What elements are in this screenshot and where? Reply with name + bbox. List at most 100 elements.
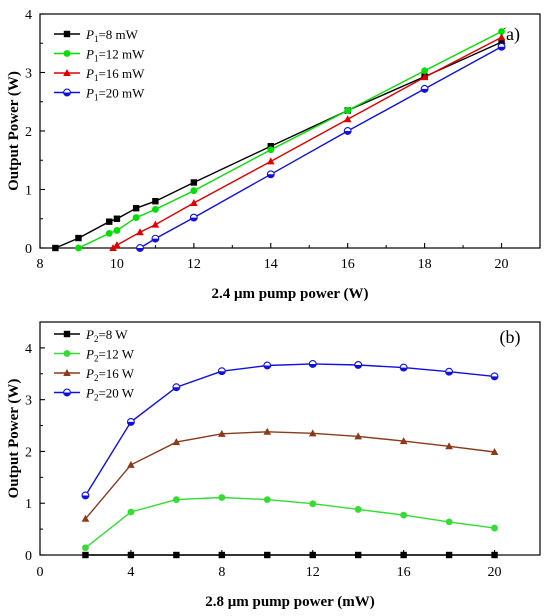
legend-entry: P1=20 mW [54, 86, 145, 103]
data-point [190, 179, 198, 186]
legend-entry: P1=8 mW [54, 27, 139, 44]
data-point [309, 500, 317, 508]
y-tick-label: 0 [25, 242, 32, 257]
data-point [127, 551, 135, 559]
legend-label: P2=16 W [85, 366, 135, 383]
legend-entry: P2=16 W [54, 366, 135, 383]
x-tick-label: 8 [218, 565, 225, 580]
legend-entry: P1=16 mW [54, 66, 145, 83]
legend-entry: P1=12 mW [54, 47, 145, 64]
series-4 [136, 42, 506, 252]
series-4 [81, 359, 499, 500]
data-point [82, 544, 89, 552]
legend-marker [63, 388, 71, 397]
data-point [445, 551, 453, 559]
x-tick-label: 18 [418, 257, 432, 272]
x-axis-label: 2.4 μm pump power (W) [212, 286, 369, 302]
data-point [173, 551, 180, 559]
x-tick-label: 10 [110, 257, 124, 272]
legend-label: P1=12 mW [85, 47, 145, 64]
data-point [126, 417, 135, 426]
series-line [85, 496, 495, 549]
data-point [399, 363, 408, 372]
data-point [263, 361, 272, 370]
data-point [81, 491, 90, 500]
data-point [354, 432, 362, 440]
panel-label: (a) [500, 24, 520, 45]
data-point [218, 429, 226, 437]
data-point [343, 115, 352, 123]
data-point [190, 198, 198, 206]
data-point [218, 494, 226, 501]
y-axis-label: Output Power (W) [6, 379, 22, 499]
data-point [354, 551, 362, 559]
data-point [109, 244, 117, 251]
y-tick-label: 2 [25, 125, 32, 140]
series-1 [82, 551, 498, 559]
data-point [491, 524, 498, 532]
data-point [132, 205, 140, 212]
data-point [172, 438, 181, 446]
x-tick-label: 16 [341, 257, 355, 272]
data-point [420, 73, 429, 81]
data-point [151, 234, 160, 243]
y-tick-label: 3 [25, 67, 32, 82]
data-point [113, 241, 121, 249]
legend-marker [63, 88, 71, 97]
series-3 [109, 33, 506, 251]
data-point [172, 383, 181, 392]
x-tick-label: 4 [127, 565, 134, 580]
data-point [264, 551, 271, 559]
data-point [82, 551, 89, 559]
legend-entry: P2=12 W [54, 347, 135, 364]
data-point [491, 551, 498, 559]
legend-label: P2=12 W [85, 347, 135, 364]
data-point [263, 496, 271, 503]
legend-marker [63, 50, 71, 57]
data-point [75, 244, 82, 252]
y-tick-label: 4 [25, 342, 32, 357]
data-point [445, 518, 453, 526]
x-tick-label: 20 [488, 565, 502, 580]
panel-label: (b) [500, 327, 521, 348]
data-point [190, 187, 198, 195]
series-line [78, 30, 502, 249]
legend-marker [63, 69, 71, 76]
data-point [498, 28, 505, 35]
data-point [490, 447, 499, 455]
legend-marker [63, 350, 71, 357]
data-point [420, 84, 429, 93]
data-point [445, 442, 453, 450]
data-point [81, 514, 90, 522]
data-point [308, 429, 317, 437]
data-point [263, 427, 272, 435]
x-tick-label: 8 [37, 257, 44, 272]
series-line [84, 431, 495, 520]
data-point [152, 198, 159, 205]
data-point [445, 367, 454, 376]
series-2 [75, 28, 505, 252]
data-point [267, 143, 274, 150]
data-point [267, 146, 275, 154]
data-point [400, 551, 407, 559]
x-axis-label: 2.8 μm pump power (mW) [205, 594, 374, 610]
legend-label: P1=8 mW [85, 27, 139, 44]
legend-label: P1=20 mW [85, 86, 145, 103]
data-point [136, 228, 144, 236]
data-point [75, 234, 82, 242]
data-point [497, 33, 506, 41]
data-point [105, 229, 113, 237]
data-point [266, 170, 275, 179]
y-tick-label: 4 [25, 8, 32, 23]
legend-marker [63, 369, 71, 376]
data-point [266, 157, 275, 165]
legend-label: P2=8 W [85, 327, 128, 344]
data-point [136, 244, 144, 252]
data-point [399, 437, 408, 445]
data-point [52, 244, 59, 252]
data-point [344, 107, 352, 114]
data-point [490, 372, 499, 381]
series-2 [82, 494, 498, 552]
data-point [308, 359, 317, 368]
